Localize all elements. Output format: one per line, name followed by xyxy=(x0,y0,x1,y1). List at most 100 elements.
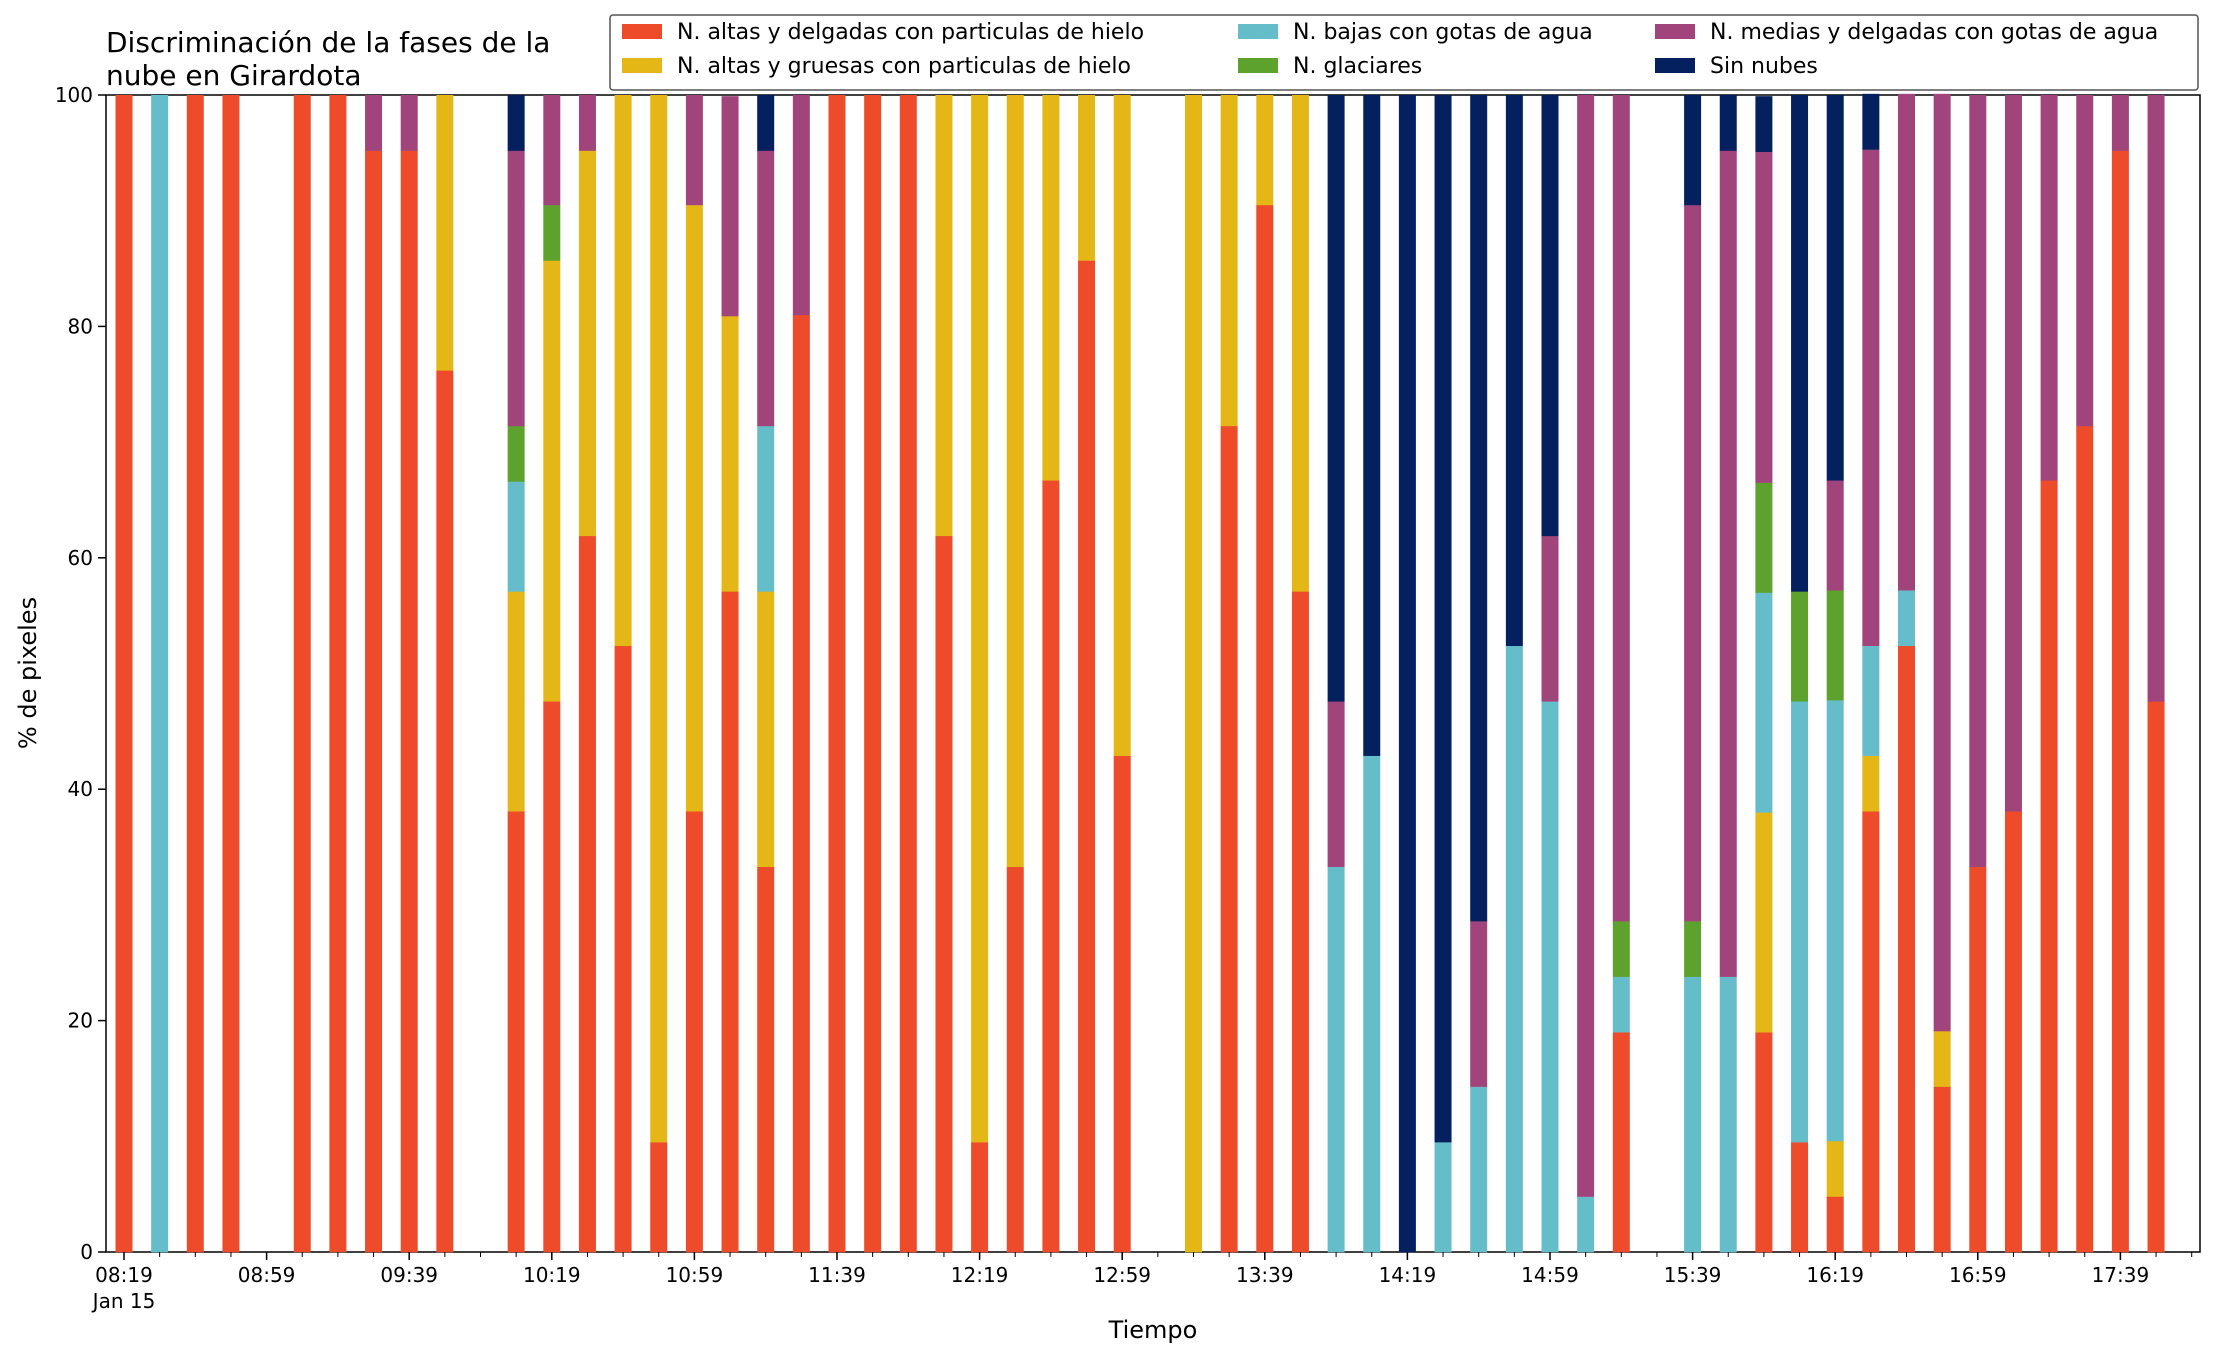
bar-segment-31-2 xyxy=(1327,866,1345,1253)
bar-segment-42-0 xyxy=(1755,1032,1773,1253)
bar-segment-50-0 xyxy=(2040,480,2058,1253)
bar-segment-10-1 xyxy=(543,260,561,702)
bar-segment-17-0 xyxy=(792,314,810,1253)
x-tick-label: 14:19 xyxy=(1379,1263,1437,1287)
bar-segment-42-1 xyxy=(1755,812,1773,1033)
bar-segment-8-1 xyxy=(436,95,454,371)
bar-segment-22-0 xyxy=(971,1142,989,1253)
bar-segment-35-5 xyxy=(1470,95,1488,922)
plot-area xyxy=(105,94,2201,1253)
bar-segment-12-0 xyxy=(614,645,632,1253)
bar-segment-9-2 xyxy=(507,481,525,592)
bar-segment-49-4 xyxy=(2004,95,2022,812)
bar-segment-1-2 xyxy=(151,95,169,1253)
bar-segment-10-0 xyxy=(543,701,561,1253)
x-tick-label: 15:39 xyxy=(1664,1263,1722,1287)
bar-segment-20-0 xyxy=(899,95,917,1253)
bar-segment-25-1 xyxy=(1078,95,1096,261)
bar-segment-50-4 xyxy=(2040,95,2058,481)
bar-segment-14-1 xyxy=(685,204,703,812)
bar-segment-41-5 xyxy=(1719,95,1737,151)
bar-segment-40-4 xyxy=(1684,204,1702,922)
chart-title-line-2: nube en Girardota xyxy=(106,59,361,92)
bar-segment-40-5 xyxy=(1684,95,1702,206)
bar-segment-45-0 xyxy=(1862,811,1880,1253)
bar-segment-45-4 xyxy=(1862,149,1880,647)
bar-segment-37-2 xyxy=(1541,701,1559,1253)
bar-segment-42-5 xyxy=(1755,96,1773,152)
bar-segment-37-5 xyxy=(1541,95,1559,537)
bar-segment-44-4 xyxy=(1826,480,1844,591)
bar-segment-11-1 xyxy=(578,150,596,537)
bar-segment-39-0 xyxy=(1612,1032,1630,1253)
x-tick-label: 17:39 xyxy=(2092,1263,2150,1287)
bar-segment-16-0 xyxy=(757,866,775,1253)
bar-segment-18-0 xyxy=(828,95,846,1253)
bar-segment-42-4 xyxy=(1755,151,1773,483)
x-tick-label: 16:59 xyxy=(1949,1263,2007,1287)
legend-label-3: N. glaciares xyxy=(1293,54,1422,79)
bar-segment-23-1 xyxy=(1006,95,1024,868)
bar-segment-13-0 xyxy=(650,1142,668,1253)
bar-segment-30-1 xyxy=(1291,95,1309,592)
bar-segment-36-5 xyxy=(1505,95,1523,647)
y-tick-label: 80 xyxy=(68,314,93,338)
bar-segment-38-4 xyxy=(1577,95,1595,1197)
bar-segment-17-4 xyxy=(792,95,810,316)
bar-segment-49-0 xyxy=(2004,811,2022,1253)
bar-segment-6-4 xyxy=(365,95,383,151)
bar-segment-16-2 xyxy=(757,425,775,592)
legend-box xyxy=(609,14,2199,91)
bar-segment-44-0 xyxy=(1826,1196,1844,1253)
bar-segment-46-4 xyxy=(1898,93,1915,591)
bar-segment-5-0 xyxy=(329,95,347,1253)
bar-segment-43-0 xyxy=(1791,1142,1809,1253)
bar-segment-51-0 xyxy=(2076,425,2094,1253)
bar-segment-44-5 xyxy=(1826,95,1844,481)
bar-segment-8-0 xyxy=(436,370,454,1253)
bar-segment-48-4 xyxy=(1969,95,1987,868)
bar-segment-24-1 xyxy=(1042,95,1060,481)
bar-segment-10-3 xyxy=(543,204,561,261)
bar-segment-44-3 xyxy=(1826,590,1844,701)
bar-segment-29-0 xyxy=(1256,204,1274,1253)
bar-segment-43-2 xyxy=(1791,701,1809,1143)
bar-segment-40-3 xyxy=(1684,921,1702,977)
legend-swatch-5 xyxy=(1655,58,1695,73)
bar-segment-35-4 xyxy=(1470,921,1488,1087)
bar-segment-9-3 xyxy=(507,425,525,482)
x-tick-label: 10:19 xyxy=(523,1263,581,1287)
bar-segment-39-4 xyxy=(1612,95,1630,922)
bar-segment-30-0 xyxy=(1291,591,1309,1253)
bar-segment-13-1 xyxy=(650,95,668,1143)
bar-segment-15-1 xyxy=(721,315,739,592)
y-tick-label: 20 xyxy=(68,1009,93,1033)
legend-label-0: N. altas y delgadas con particulas de hi… xyxy=(677,20,1144,45)
bar-segment-39-3 xyxy=(1612,921,1630,977)
bar-segment-36-2 xyxy=(1505,645,1523,1253)
bar-segment-14-4 xyxy=(685,95,703,206)
bar-segment-16-1 xyxy=(757,591,775,868)
bar-segment-31-4 xyxy=(1327,701,1345,868)
bar-segment-9-1 xyxy=(507,591,525,812)
bar-segment-24-0 xyxy=(1042,480,1060,1253)
bar-segment-28-1 xyxy=(1220,95,1238,427)
bar-segment-34-5 xyxy=(1434,95,1452,1143)
bar-segment-47-4 xyxy=(1933,93,1951,1032)
bar-segment-27-1 xyxy=(1185,95,1202,1253)
bar-segment-2-0 xyxy=(186,95,204,1253)
bar-segment-3-0 xyxy=(222,95,240,1253)
bar-segment-46-2 xyxy=(1898,590,1915,647)
bar-segment-9-4 xyxy=(507,150,525,427)
bar-segment-45-1 xyxy=(1862,755,1880,812)
x-tick-label: 08:59 xyxy=(238,1263,296,1287)
x-tick-sublabel: Jan 15 xyxy=(91,1289,156,1313)
x-axis-label: Tiempo xyxy=(1108,1316,1198,1344)
bar-segment-7-0 xyxy=(400,150,418,1253)
legend-swatch-1 xyxy=(622,58,662,73)
bar-segment-6-0 xyxy=(365,150,383,1253)
y-axis-label: % de pixeles xyxy=(14,597,42,749)
bar-segment-16-4 xyxy=(757,150,775,427)
bar-segment-37-4 xyxy=(1541,535,1559,702)
